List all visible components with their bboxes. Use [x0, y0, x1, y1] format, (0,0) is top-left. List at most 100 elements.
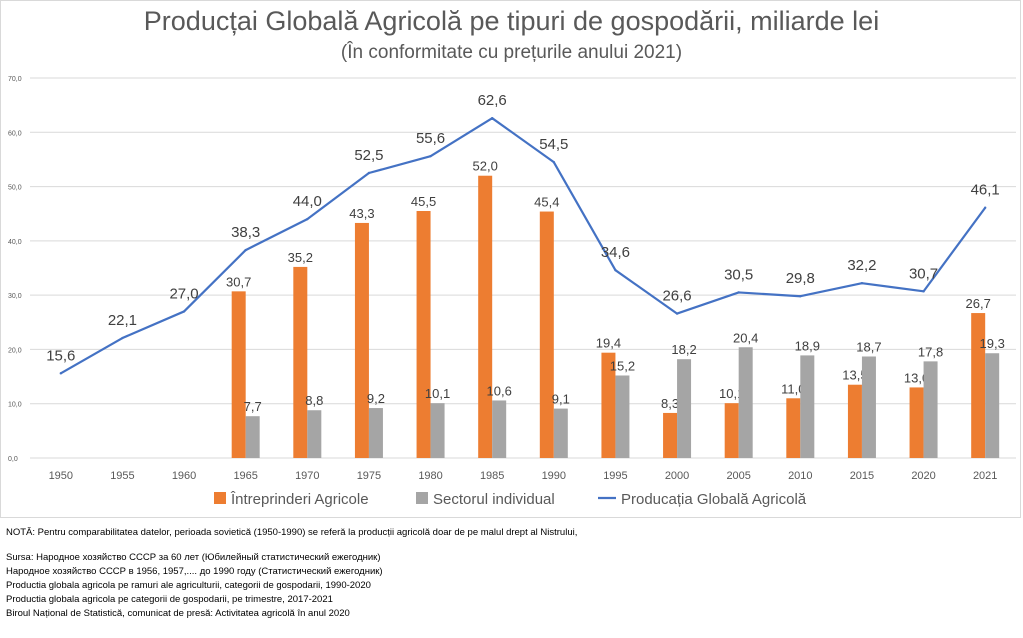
point-productia-globala: [799, 295, 802, 298]
x-tick-label: 2021: [973, 470, 997, 482]
bar-intreprinderi: [601, 352, 616, 458]
y-tick-label: 10,0: [8, 402, 22, 409]
data-label-intreprinderi: 19,4: [596, 336, 621, 351]
data-label-intreprinderi: 45,5: [411, 194, 436, 209]
y-tick-label: 30,0: [8, 293, 22, 300]
bar-intreprinderi: [478, 175, 493, 458]
point-productia-globala: [922, 290, 925, 293]
data-label-intreprinderi: 30,7: [226, 274, 251, 289]
bar-sector-individual: [800, 355, 815, 458]
source-line-5: Biroul Național de Statistică, comunicat…: [6, 608, 350, 619]
data-label-sector-individual: 20,4: [733, 330, 758, 345]
data-label-sector-individual: 10,1: [425, 386, 450, 401]
point-productia-globala: [614, 268, 617, 272]
data-label-productia-globala: 32,2: [847, 257, 876, 274]
bar-sector-individual: [492, 400, 507, 458]
data-label-intreprinderi: 13,5: [842, 368, 867, 383]
data-label-productia-globala: 44,0: [293, 193, 322, 210]
data-label-intreprinderi: 43,3: [349, 206, 374, 221]
legend-label: Sectorul individual: [433, 491, 555, 508]
x-tick-label: 1980: [418, 470, 442, 482]
data-label-productia-globala: 62,6: [478, 92, 507, 109]
data-label-productia-globala: 38,3: [231, 224, 260, 241]
legend-label: Întreprinderi Agricole: [230, 491, 369, 508]
y-tick-label: 20,0: [8, 347, 22, 354]
data-label-intreprinderi: 11,0: [781, 381, 805, 396]
x-tick-label: 1950: [49, 470, 73, 482]
chart-plot: 0,0 10,0 20,0 30,0 40,0 50,0 60,0 70,0 1950 1955 1…: [8, 76, 1016, 508]
bar-sector-individual: [923, 361, 938, 458]
bar-intreprinderi: [971, 313, 986, 458]
data-label-intreprinderi: 26,7: [966, 296, 991, 311]
source-line-2: Народное хозяйство СССР в 1956, 1957,...…: [6, 566, 383, 577]
x-tick-label: 2015: [850, 470, 874, 482]
source-line-3: Productia globala agricola pe ramuri ale…: [6, 580, 371, 591]
point-productia-globala: [121, 336, 124, 340]
bar-sector-individual: [985, 353, 1000, 458]
data-label-sector-individual: 9,1: [552, 392, 570, 407]
x-tick-label: 1995: [603, 470, 627, 482]
data-label-sector-individual: 9,2: [367, 391, 385, 406]
chart-frame: [0, 0, 1021, 518]
bar-intreprinderi: [724, 403, 739, 458]
data-label-intreprinderi: 52,0: [473, 159, 498, 174]
x-tick-label: 1965: [233, 470, 257, 482]
y-tick-label: 70,0: [8, 76, 22, 83]
data-label-intreprinderi: 13,0: [904, 370, 929, 385]
x-tick-label: 2005: [726, 470, 750, 482]
x-tick-label: 1970: [295, 470, 319, 482]
x-tick-label: 2010: [788, 470, 812, 482]
data-label-intreprinderi: 8,3: [661, 396, 679, 411]
data-label-productia-globala: 54,5: [539, 136, 568, 153]
bar-sector-individual: [677, 359, 692, 458]
chart-subtitle: (În conformitate cu prețurile anului 202…: [340, 42, 683, 63]
legend-label: Producația Globală Agricolă: [621, 491, 807, 508]
point-productia-globala: [367, 171, 371, 175]
data-label-intreprinderi: 45,4: [534, 195, 559, 210]
bar-sector-individual: [738, 347, 753, 458]
point-productia-globala: [552, 160, 556, 164]
bar-sector-individual: [615, 375, 630, 458]
source-line-1: Sursa: Народное хозяйство СССР за 60 лет…: [6, 552, 381, 563]
bar-sector-individual: [553, 408, 568, 458]
data-label-sector-individual: 18,9: [795, 338, 820, 353]
bar-sector-individual: [368, 408, 383, 458]
data-label-intreprinderi: 35,2: [288, 250, 313, 265]
bar-intreprinderi: [231, 291, 246, 458]
data-label-productia-globala: 52,5: [354, 147, 383, 164]
bar-intreprinderi: [293, 266, 308, 458]
point-productia-globala: [490, 116, 494, 120]
x-tick-label: 1990: [542, 470, 566, 482]
bar-sector-individual: [430, 403, 445, 458]
x-tick-label: 1955: [110, 470, 134, 482]
chart-title: Producțai Globală Agricolă pe tipuri de …: [143, 6, 880, 36]
data-label-sector-individual: 8,8: [305, 393, 323, 408]
bar-intreprinderi: [539, 211, 554, 458]
note-text: NOTĂ: Pentru comparabilitatea datelor, p…: [6, 527, 578, 538]
point-productia-globala: [983, 206, 987, 209]
data-label-productia-globala: 22,1: [108, 312, 137, 329]
y-tick-label: 40,0: [8, 239, 22, 246]
data-label-productia-globala: 15,6: [46, 347, 75, 364]
line-productia-globala: [60, 117, 987, 375]
data-label-sector-individual: 18,2: [671, 342, 696, 357]
y-tick-label: 0,0: [8, 456, 18, 463]
data-label-sector-individual: 15,2: [610, 358, 635, 373]
point-productia-globala: [429, 154, 432, 158]
x-tick-label: 1985: [480, 470, 504, 482]
y-tick-label: 50,0: [8, 185, 22, 192]
data-label-productia-globala: 26,6: [662, 288, 691, 305]
bar-sector-individual: [307, 410, 322, 458]
legend-swatch: [416, 492, 428, 504]
bar-intreprinderi: [847, 384, 862, 458]
point-productia-globala: [59, 372, 63, 375]
data-label-sector-individual: 19,3: [980, 336, 1005, 351]
data-label-productia-globala: 30,5: [724, 266, 753, 283]
data-label-productia-globala: 29,8: [786, 270, 815, 287]
bar-intreprinderi: [663, 412, 678, 458]
data-label-productia-globala: 30,7: [909, 265, 938, 282]
point-productia-globala: [675, 312, 679, 315]
x-tick-label: 2020: [911, 470, 935, 482]
data-label-productia-globala: 27,0: [169, 285, 198, 302]
y-tick-label: 60,0: [8, 130, 22, 137]
